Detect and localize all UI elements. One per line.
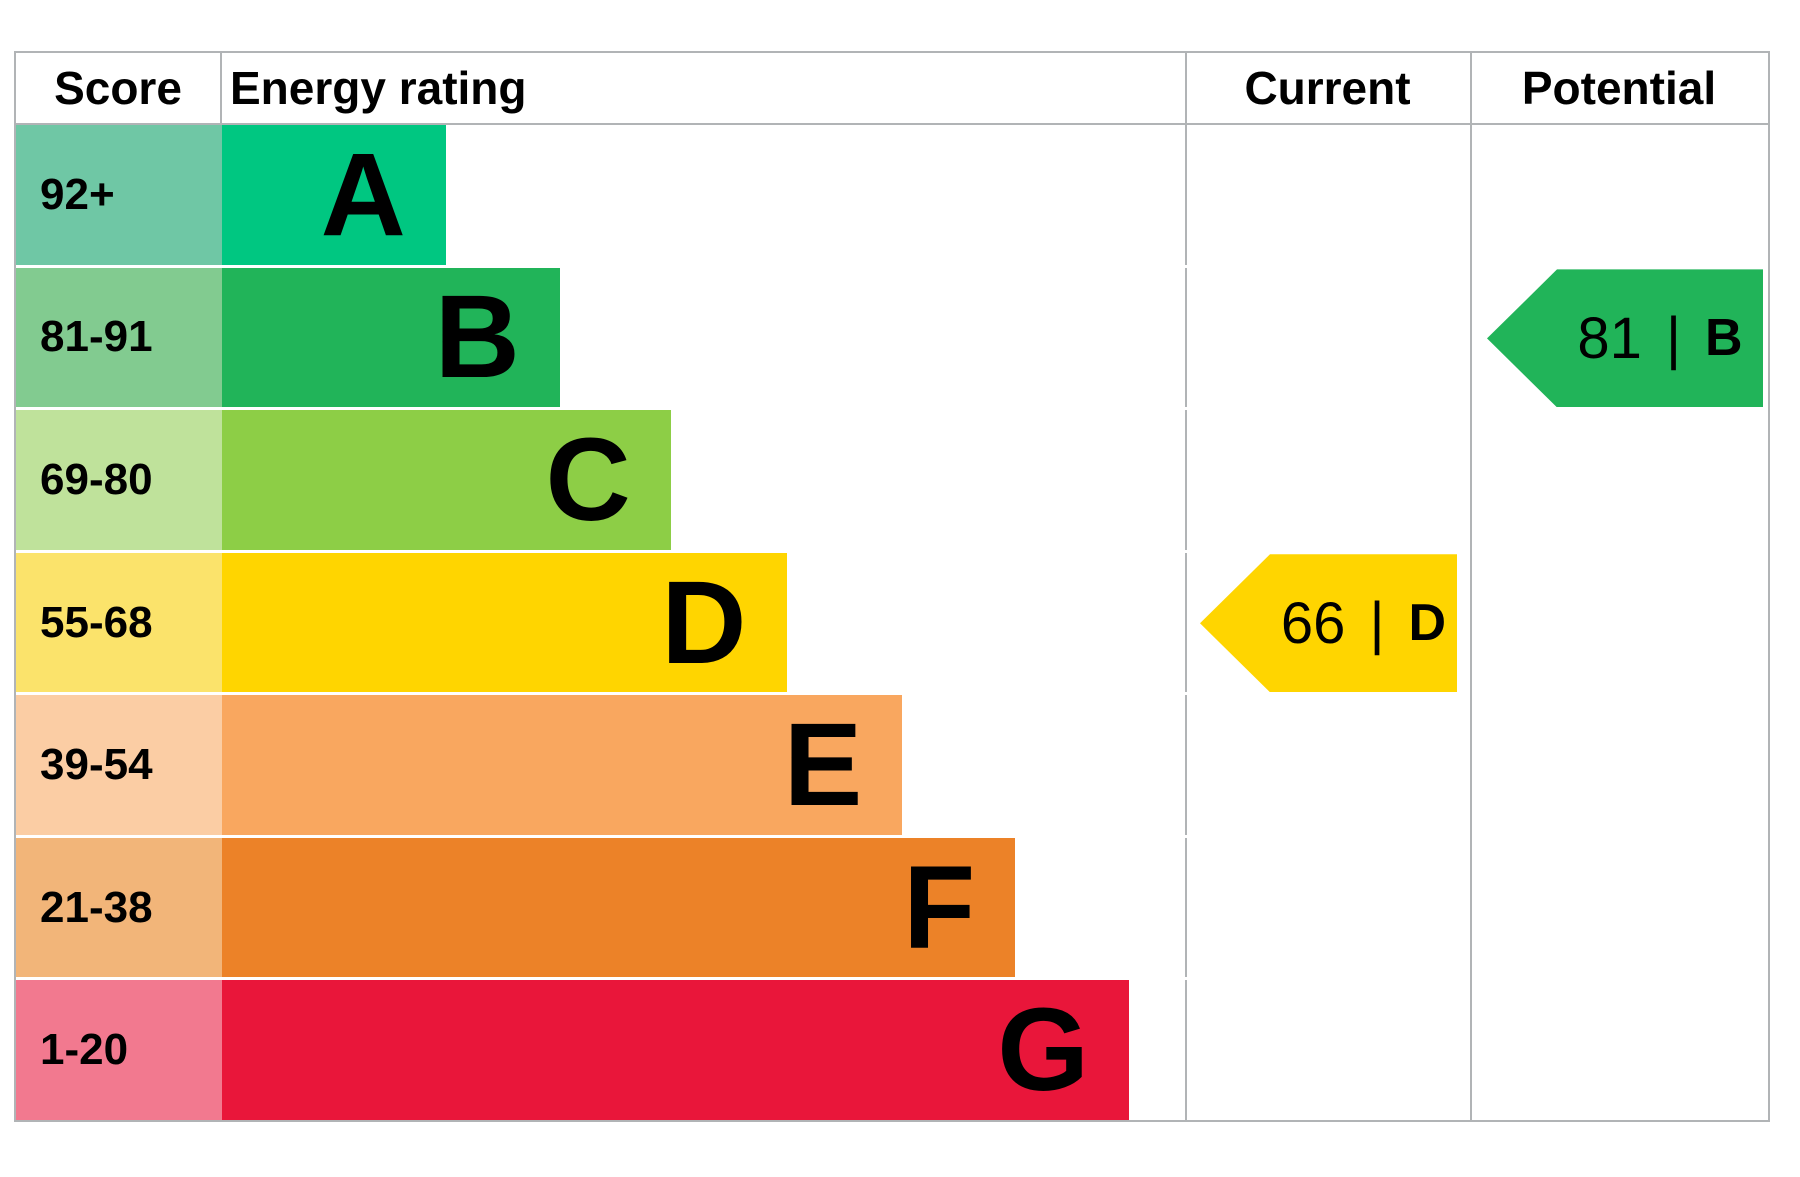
epc-table: Score Energy rating Current Potential 92… <box>14 51 1770 1122</box>
current-potential-divider <box>1470 53 1472 1120</box>
band-letter-c: C <box>545 413 631 546</box>
score-column-header: Score <box>54 62 182 114</box>
band-bar-g: G <box>222 980 1130 1121</box>
current-separator: | <box>1369 590 1385 656</box>
band-bar-e: E <box>222 695 903 835</box>
energy-rating-column-header: Energy rating <box>230 62 527 114</box>
band-bar-a: A <box>222 125 446 265</box>
band-bar-b: B <box>222 267 560 408</box>
band-row-d: 55-68 D <box>16 552 1187 696</box>
band-row-c: 69-80 C <box>16 410 1187 553</box>
potential-separator: | <box>1665 305 1682 371</box>
current-column-header: Current <box>1244 62 1411 114</box>
band-row-e: 39-54 E <box>16 695 1187 838</box>
band-row-f: 21-38 F <box>16 837 1187 981</box>
band-letter-f: F <box>903 841 976 974</box>
potential-score-value: 81 <box>1577 305 1642 371</box>
current-rating-marker: 66 | D <box>1200 554 1457 693</box>
band-letter-b: B <box>434 271 520 404</box>
band-letter-g: G <box>997 984 1090 1117</box>
score-range-cell-f: 21-38 <box>16 837 222 978</box>
score-range-cell-a: 92+ <box>16 125 222 265</box>
potential-rating-marker: 81 | B <box>1487 269 1763 408</box>
score-range-cell-g: 1-20 <box>16 980 222 1121</box>
table-header-row: Score Energy rating Current Potential <box>16 53 1768 125</box>
current-score-value: 66 <box>1280 590 1346 656</box>
score-header-divider <box>220 53 222 123</box>
potential-band-letter: B <box>1705 309 1743 368</box>
current-rating-label: 66 | D <box>1270 590 1457 657</box>
band-row-a: 92+ A <box>16 125 1187 268</box>
band-letter-a: A <box>320 128 406 261</box>
score-range-cell-d: 55-68 <box>16 552 222 693</box>
band-letter-d: D <box>661 556 747 689</box>
band-bar-f: F <box>222 837 1016 978</box>
band-row-g: 1-20 G <box>16 980 1187 1121</box>
current-band-letter: D <box>1408 594 1447 653</box>
energy-current-divider <box>1185 53 1187 1120</box>
band-bar-c: C <box>222 410 671 550</box>
score-range-cell-c: 69-80 <box>16 410 222 550</box>
band-bar-d: D <box>222 552 787 693</box>
band-row-b: 81-91 B <box>16 267 1187 411</box>
potential-rating-label: 81 | B <box>1557 305 1763 372</box>
potential-column-header: Potential <box>1521 62 1717 114</box>
score-range-cell-e: 39-54 <box>16 695 222 835</box>
score-range-cell-b: 81-91 <box>16 267 222 408</box>
rating-bands: 92+ A 81-91 B 69-80 C 55-68 D 39-54 E 21-38 F 1-20 G <box>16 125 1187 1121</box>
band-letter-e: E <box>783 699 863 832</box>
